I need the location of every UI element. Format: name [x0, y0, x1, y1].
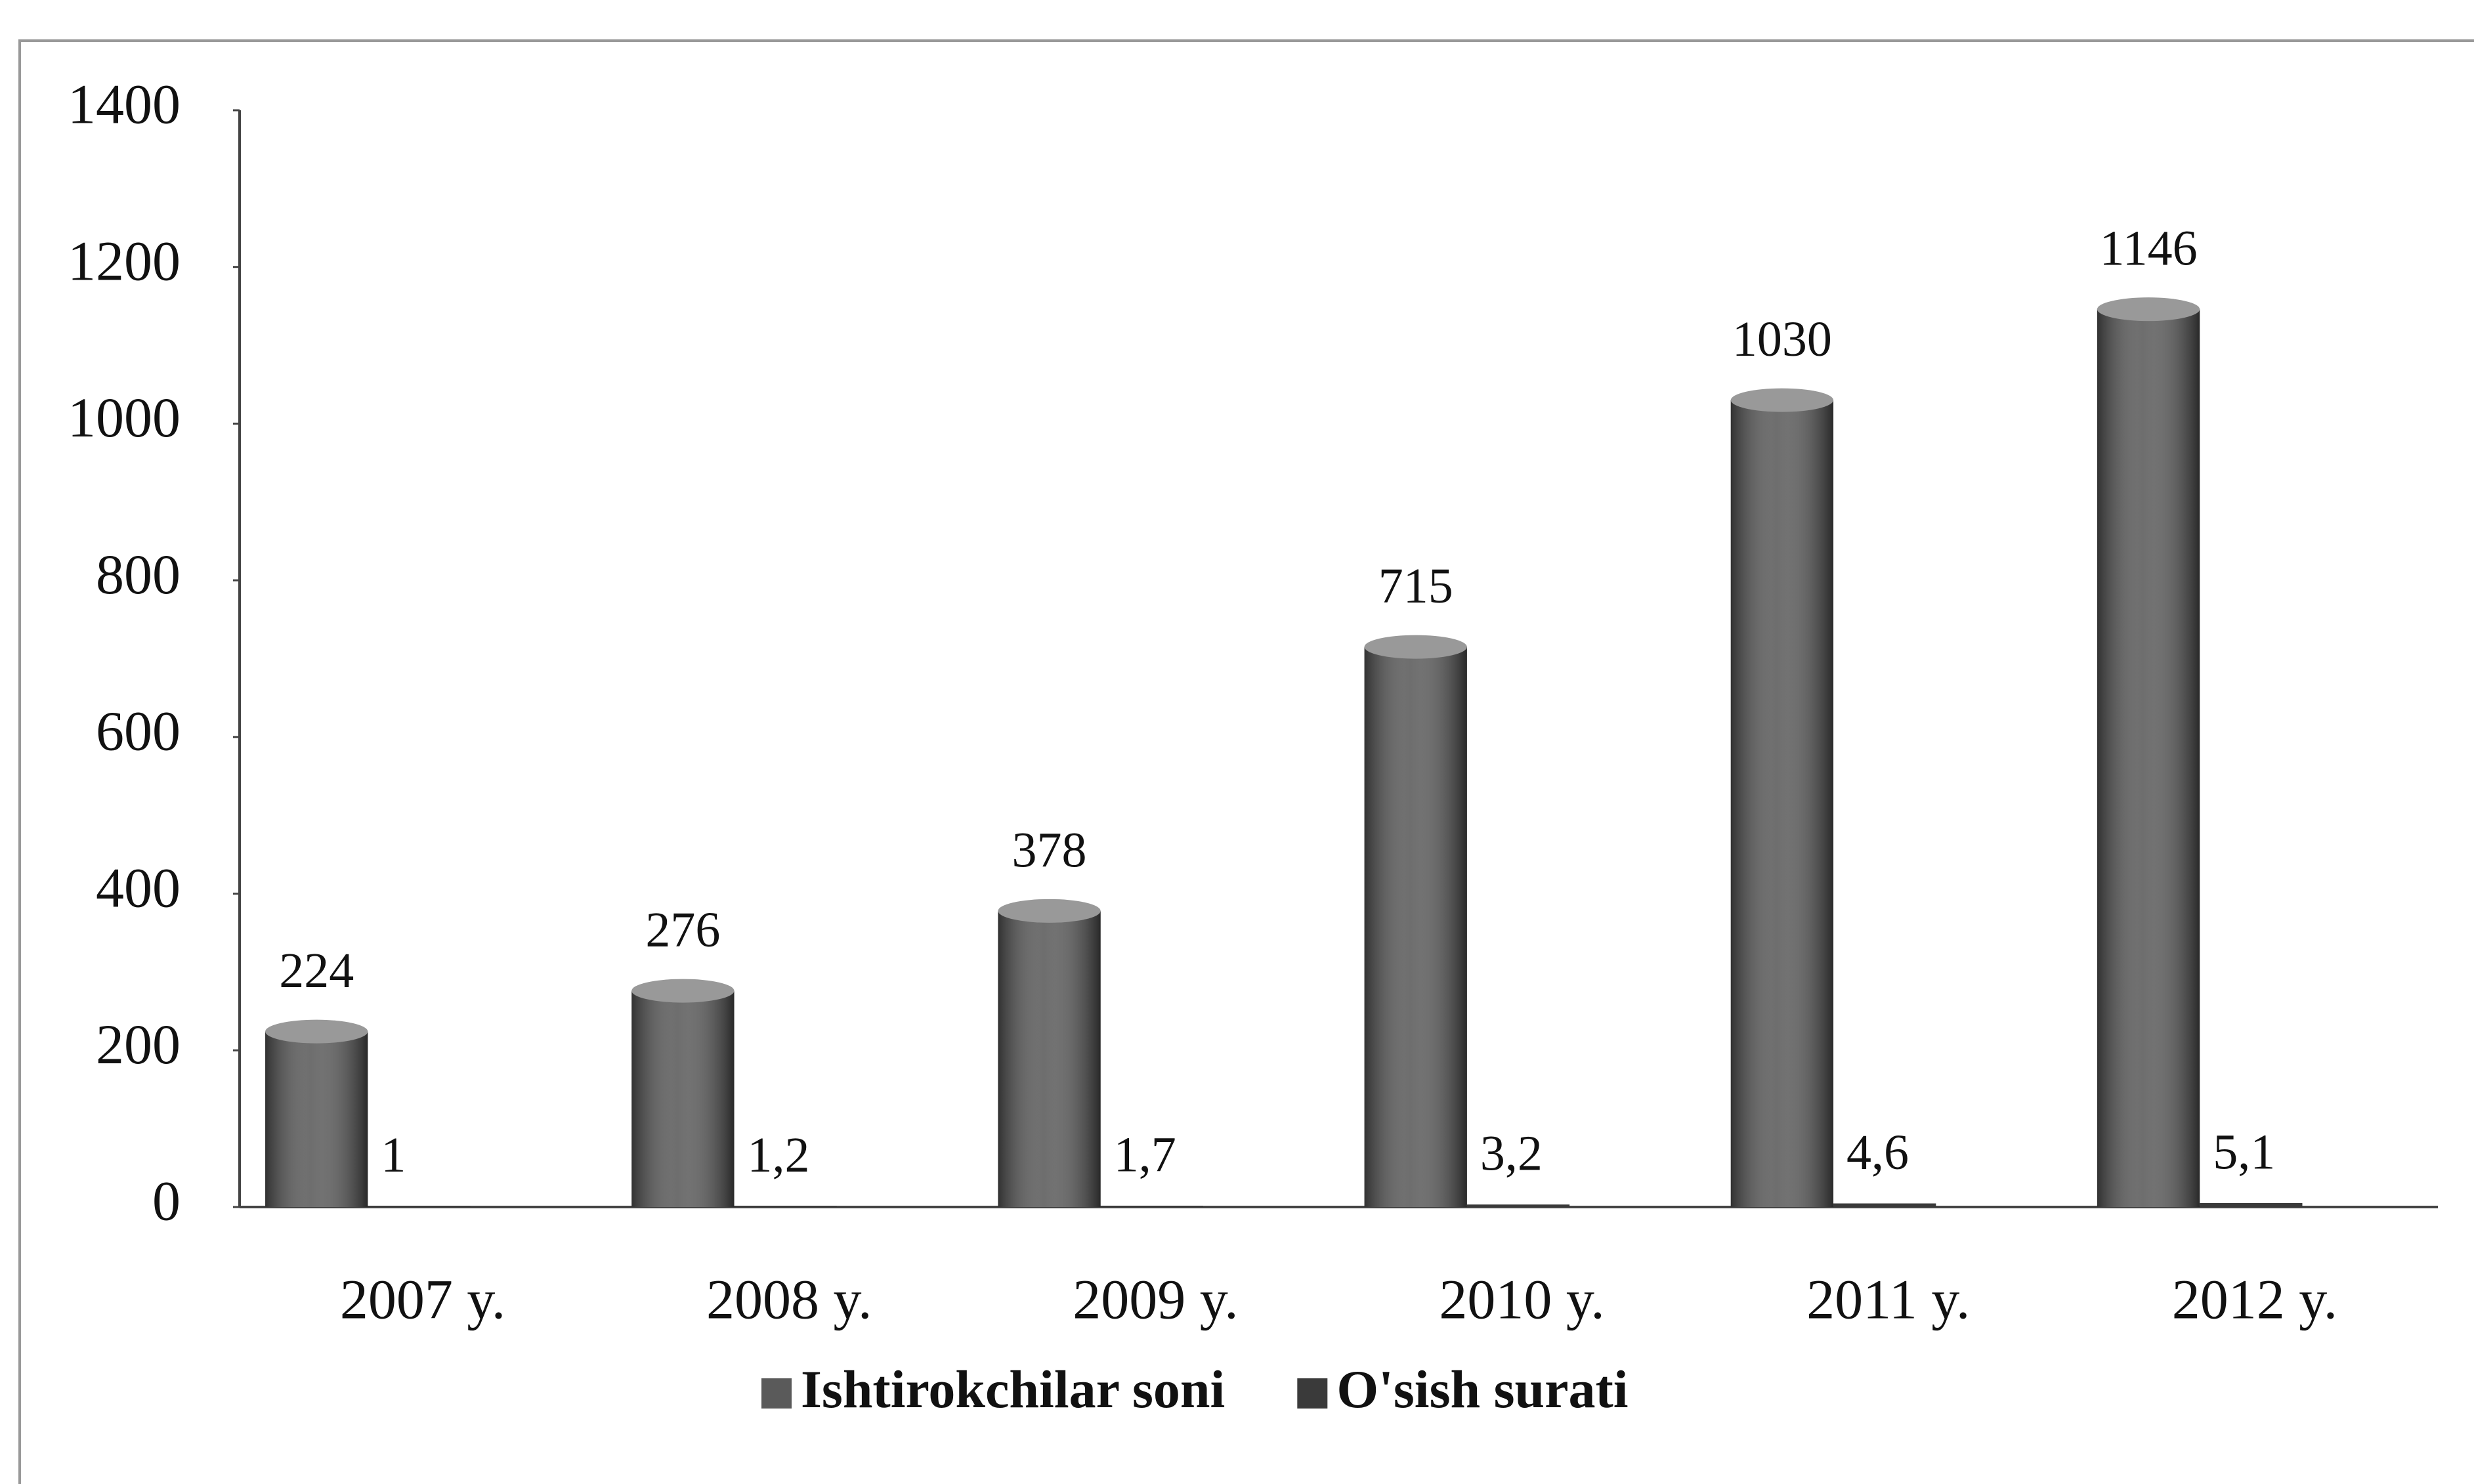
y-tick-label: 400 [96, 856, 181, 919]
bar-shade [1730, 400, 1834, 1208]
chart-frame [18, 39, 2474, 1484]
y-tick-label: 200 [96, 1013, 181, 1076]
value-label: 1,2 [748, 1128, 810, 1183]
x-tick-label: 2007 y. [340, 1268, 505, 1331]
value-label: 378 [1012, 822, 1087, 878]
bar [734, 1206, 837, 1207]
bar-cap [998, 899, 1101, 923]
bar [2200, 1202, 2303, 1207]
bar-shade [265, 1031, 368, 1207]
legend-swatch [1297, 1378, 1328, 1409]
legend-label: Ishtirokchilar soni [801, 1359, 1225, 1419]
value-label: 3,2 [1480, 1126, 1543, 1181]
y-tick-label: 800 [96, 543, 181, 606]
y-tick-label: 1400 [68, 73, 181, 136]
bar [368, 1206, 471, 1207]
x-tick-label: 2008 y. [706, 1268, 872, 1331]
value-label: 1030 [1732, 312, 1832, 367]
bar [1833, 1203, 1936, 1207]
bar-cap [265, 1019, 368, 1044]
bar-cap [1730, 388, 1834, 412]
bar-shade [631, 990, 735, 1207]
bar-shade [2097, 309, 2200, 1208]
y-tick-label: 0 [152, 1170, 181, 1233]
bar-cap [631, 979, 735, 1003]
legend-label: O'sish surati [1336, 1359, 1628, 1419]
bar-cap [1364, 635, 1467, 659]
value-label: 224 [279, 943, 354, 998]
bar [1466, 1204, 1570, 1207]
bar-cap [2097, 297, 2200, 322]
value-label: 276 [645, 902, 720, 958]
bar-shade [1364, 647, 1467, 1207]
y-tick-label: 1000 [68, 386, 181, 449]
value-label: 5,1 [2213, 1124, 2275, 1179]
value-label: 1146 [2099, 221, 2197, 276]
bar-shade [998, 910, 1101, 1207]
y-tick-label: 600 [96, 700, 181, 763]
value-label: 715 [1378, 559, 1453, 614]
y-tick-label: 1200 [68, 229, 181, 292]
value-label: 4,6 [1846, 1125, 1909, 1180]
x-tick-label: 2011 y. [1806, 1268, 1970, 1331]
x-tick-label: 2012 y. [2172, 1268, 2337, 1331]
x-tick-label: 2009 y. [1073, 1268, 1238, 1331]
value-label: 1,7 [1114, 1127, 1176, 1182]
bar [1100, 1205, 1203, 1207]
x-tick-label: 2010 y. [1439, 1268, 1604, 1331]
legend-swatch [761, 1378, 792, 1409]
value-label: 1 [381, 1128, 406, 1183]
